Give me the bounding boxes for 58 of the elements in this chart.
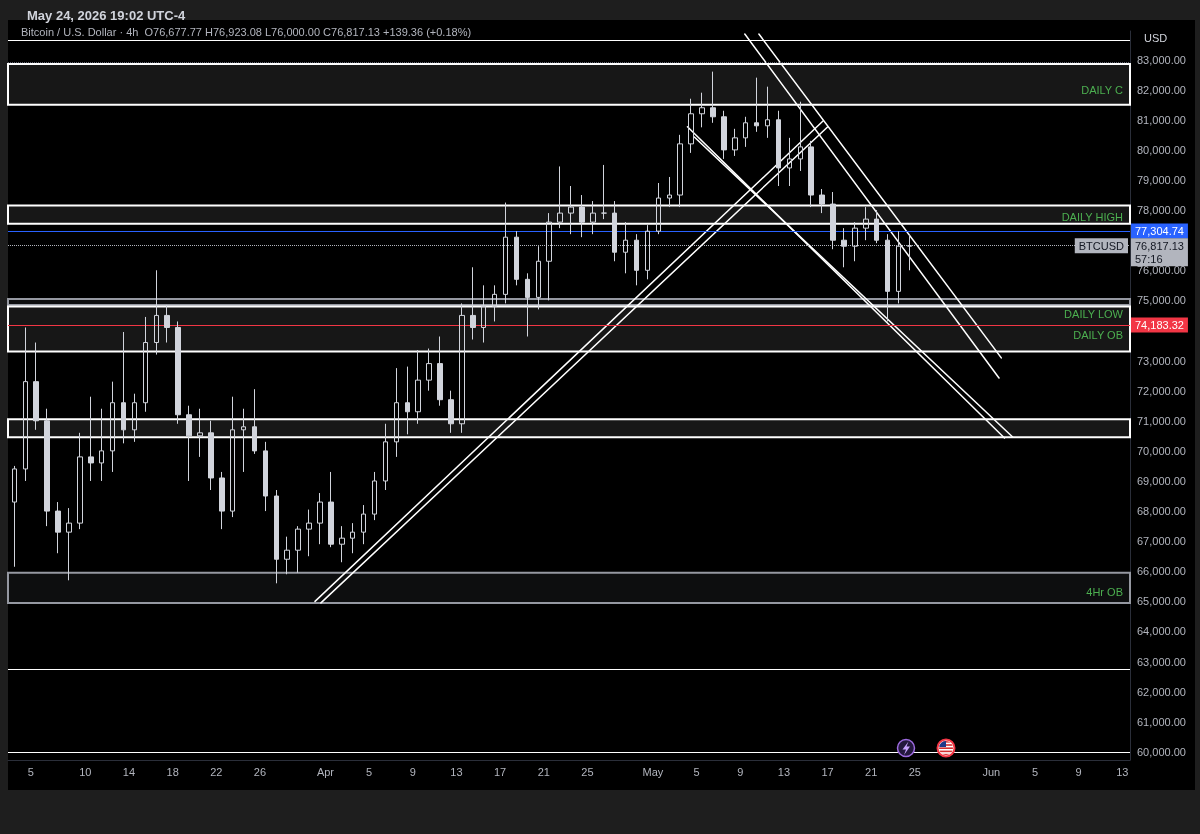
y-tick-label: 60,000.00 (1137, 745, 1186, 758)
x-tick-label: May (642, 765, 664, 778)
x-tick-label: 26 (253, 765, 267, 778)
y-tick-label: 73,000.00 (1137, 354, 1186, 367)
y-tick-label: 71,000.00 (1137, 414, 1186, 427)
y-tick-label: 69,000.00 (1137, 474, 1186, 487)
band-label: DAILY HIGH (1061, 211, 1124, 224)
y-tick-label: 72,000.00 (1137, 384, 1186, 397)
chart-title: Bitcoin / U.S. Dollar · 4h O76,677.77 H76,923.08 L76,000.00 C76,817.13 +139.36 (+0.18%) (21, 25, 472, 38)
x-tick-label: 13 (1116, 765, 1129, 778)
x-tick-label: 13 (777, 765, 791, 778)
y-tick-label: 61,000.00 (1137, 715, 1186, 728)
ref-line-label: 74,183.32 (1135, 318, 1184, 331)
x-tick-label: 25 (908, 765, 921, 778)
y-tick-label: 78,000.00 (1137, 204, 1186, 217)
y-tick-label: 62,000.00 (1137, 685, 1186, 698)
y-tick-label: 75,000.00 (1137, 294, 1186, 307)
y-tick-label: 68,000.00 (1137, 505, 1186, 518)
x-tick-label: 14 (122, 765, 136, 778)
y-tick-label: 83,000.00 (1137, 53, 1186, 66)
x-tick-label: 18 (166, 765, 179, 778)
y-tick-label: 64,000.00 (1137, 625, 1186, 638)
x-tick-label: 13 (450, 765, 463, 778)
y-axis-title: USD (1144, 32, 1168, 44)
x-tick-label: 9 (409, 765, 416, 778)
y-tick-label: 63,000.00 (1137, 655, 1186, 668)
x-tick-label: 22 (210, 765, 223, 778)
y-tick-label: 82,000.00 (1137, 83, 1186, 96)
band-label: DAILY C (1081, 83, 1124, 96)
y-tick-label: 81,000.00 (1137, 113, 1186, 126)
y-tick-label: 67,000.00 (1137, 535, 1186, 548)
x-tick-label: 21 (537, 765, 550, 778)
x-tick-label: 5 (693, 765, 700, 778)
band-label: DAILY LOW (1064, 308, 1124, 321)
x-tick-label: 17 (821, 765, 834, 778)
y-tick-label: 76,000.00 (1137, 264, 1186, 277)
y-tick-label: 66,000.00 (1137, 565, 1186, 578)
x-tick-label: 5 (366, 765, 373, 778)
x-tick-label: 25 (581, 765, 594, 778)
annotation: BTCUSD (1078, 239, 1125, 252)
y-tick-label: 79,000.00 (1137, 173, 1186, 186)
ref-line-label: 77,304.74 (1135, 225, 1184, 238)
x-tick-label: 9 (1075, 765, 1082, 778)
x-tick-label: 5 (1031, 765, 1039, 778)
x-tick-label: 5 (27, 765, 34, 778)
x-tick-label: Apr (316, 765, 335, 778)
x-tick-label: Jun (982, 765, 1001, 778)
band-label: 4Hr OB (1086, 585, 1123, 598)
x-tick-label: 10 (79, 765, 92, 778)
x-tick-label: 17 (493, 765, 507, 778)
x-tick-label: 9 (737, 765, 744, 778)
y-tick-label: 65,000.00 (1137, 595, 1186, 608)
y-tick-label: 80,000.00 (1137, 143, 1186, 156)
chart-subtitle: May 24, 2026 19:02 UTC-4 (27, 8, 187, 23)
x-tick-label: 21 (865, 765, 878, 778)
band-label: DAILY OB (1073, 328, 1123, 341)
ref-line-label: 76,817.13 57:16 (1135, 239, 1184, 265)
y-tick-label: 70,000.00 (1137, 444, 1186, 457)
